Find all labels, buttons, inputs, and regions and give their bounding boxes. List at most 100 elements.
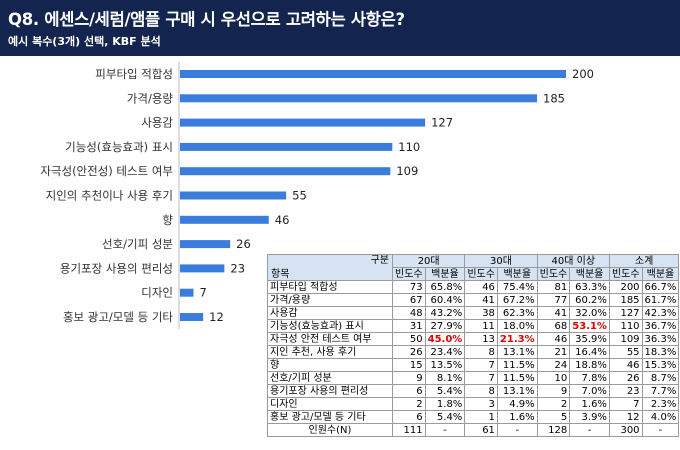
table-cell: 65.8%	[424, 280, 466, 294]
table-cell: 26	[608, 371, 643, 385]
data-label: 46	[275, 213, 290, 227]
table-cell: 63.3%	[569, 280, 610, 294]
table-cell: 18.8%	[569, 358, 610, 372]
category-label: 용기포장 사용의 편리성	[60, 261, 173, 275]
table-cell: 53.1%	[569, 319, 610, 333]
table-cell: 27.9%	[424, 319, 466, 333]
table-cell: 15	[392, 358, 426, 372]
table-cell: 21	[536, 345, 571, 359]
sub-header: 빈도수	[536, 267, 571, 281]
sub-header: 빈도수	[464, 267, 498, 281]
data-label: 109	[396, 164, 418, 178]
table-cell: 32.0%	[569, 306, 610, 320]
table-cell: 41	[536, 306, 571, 320]
row-label: 피부타입 적합성	[267, 280, 393, 294]
table-cell: 9	[392, 371, 426, 385]
sub-header: 백분율	[641, 267, 680, 281]
table-cell: 110	[608, 319, 643, 333]
bar-chart: 피부타입 적합성 200 가격/용량 185 사용감 127 기능성(효능효과) 표시 110…	[40, 62, 594, 329]
table-cell: 77	[536, 293, 571, 307]
table-cell: 62.3%	[496, 306, 538, 320]
table-row: 용기포장 사용의 편리성 6 5.4% 8 13.1% 9 7.0% 23 7.7%	[267, 384, 680, 398]
table-cell: 7.0%	[569, 384, 610, 398]
group-header: 30대	[464, 254, 538, 268]
table-cell: 67.2%	[496, 293, 538, 307]
category-label: 기능성(효능효과) 표시	[65, 140, 173, 154]
table-cell: 23	[608, 384, 643, 398]
table-cell: 11.5%	[496, 371, 538, 385]
table-cell: 75.4%	[496, 280, 538, 294]
table-cell: 6	[392, 384, 426, 398]
category-label: 가격/용량	[127, 91, 174, 105]
category-label: 사용감	[141, 116, 173, 130]
table-cell: 9	[536, 384, 571, 398]
table-cell: 36.7%	[641, 319, 680, 333]
table-cell: 42.3%	[641, 306, 680, 320]
sub-header: 빈도수	[608, 267, 643, 281]
data-label: 110	[398, 140, 420, 154]
table-cell: 185	[608, 293, 643, 307]
table-cell: 67	[392, 293, 426, 307]
category-label: 홍보 광고/모델 등 기타	[63, 310, 173, 324]
table-cell: 3.9%	[569, 410, 610, 424]
table-corner-cell: 구분 항목	[267, 254, 393, 281]
table-cell: 45.0%	[424, 332, 466, 346]
category-label: 지인의 추천이나 사용 후기	[46, 189, 173, 203]
row-label: 디자인	[267, 397, 393, 411]
frequency-table: 구분 항목 20대 30대 40대 이상 소계 빈도수 백분율 빈도수 백분율 빈도수 백분율 빈도수 백…	[267, 254, 680, 437]
table-cell: 68	[536, 319, 571, 333]
row-label: 용기포장 사용의 편리성	[267, 384, 393, 398]
row-label: 선호/기피 성분	[267, 371, 393, 385]
table-cell: 109	[608, 332, 643, 346]
row-label: 지인 추천, 사용 후기	[267, 345, 393, 359]
data-label: 26	[236, 237, 251, 251]
table-cell: 5.4%	[424, 384, 466, 398]
bar	[180, 288, 194, 297]
table-row: 선호/기피 성분 9 8.1% 7 11.5% 10 7.8% 26 8.7%	[267, 371, 680, 385]
table-cell: 36.3%	[641, 332, 680, 346]
table-cell: 18.0%	[496, 319, 538, 333]
table-cell: 1.6%	[496, 410, 538, 424]
table-cell: 7.7%	[641, 384, 680, 398]
table-cell: 81	[536, 280, 571, 294]
table-cell: 7	[608, 397, 643, 411]
bar	[180, 118, 426, 127]
table-cell: 2.3%	[641, 397, 680, 411]
table-cell: 18.3%	[641, 345, 680, 359]
row-label: 기능성(효능효과) 표시	[267, 319, 393, 333]
group-header: 40대 이상	[536, 254, 610, 268]
row-label: 가격/용량	[267, 293, 393, 307]
table-cell: 46	[536, 332, 571, 346]
table-cell: 24	[536, 358, 571, 372]
table-cell: 48	[392, 306, 426, 320]
row-label: 향	[267, 358, 393, 372]
category-label: 선호/기피 성분	[102, 237, 173, 251]
table-cell: 7	[464, 371, 498, 385]
table-cell: 8	[464, 345, 498, 359]
category-label: 향	[162, 213, 173, 227]
footer-cell: 61	[464, 423, 498, 437]
footer-cell: -	[496, 423, 538, 437]
data-label: 55	[292, 189, 307, 203]
table-row: 기능성(효능효과) 표시 31 27.9% 11 18.0% 68 53.1% 110 36.7…	[267, 319, 680, 333]
footer-cell: 300	[608, 423, 643, 437]
table-row: 자극성 안전 테스트 여부 50 45.0% 13 21.3% 46 35.9% 109 36.…	[267, 332, 680, 346]
table-cell: 41	[464, 293, 498, 307]
header-banner: Q8. 에센스/세럼/앰플 구매 시 우선으로 고려하는 사항은? 예시 복수(…	[0, 0, 680, 56]
table-cell: 10	[536, 371, 571, 385]
data-label: 185	[543, 91, 565, 105]
table-cell: 61.7%	[641, 293, 680, 307]
table-cell: 7.8%	[569, 371, 610, 385]
table-cell: 43.2%	[424, 306, 466, 320]
table-cell: 1	[464, 410, 498, 424]
data-label: 200	[572, 67, 594, 81]
table-cell: 6	[392, 410, 426, 424]
table-cell: 23.4%	[424, 345, 466, 359]
table-cell: 12	[608, 410, 643, 424]
group-header: 소계	[608, 254, 680, 268]
table-cell: 7	[464, 358, 498, 372]
table-cell: 13.5%	[424, 358, 466, 372]
sub-header: 빈도수	[392, 267, 426, 281]
table-cell: 21.3%	[496, 332, 538, 346]
table-cell: 2	[536, 397, 571, 411]
